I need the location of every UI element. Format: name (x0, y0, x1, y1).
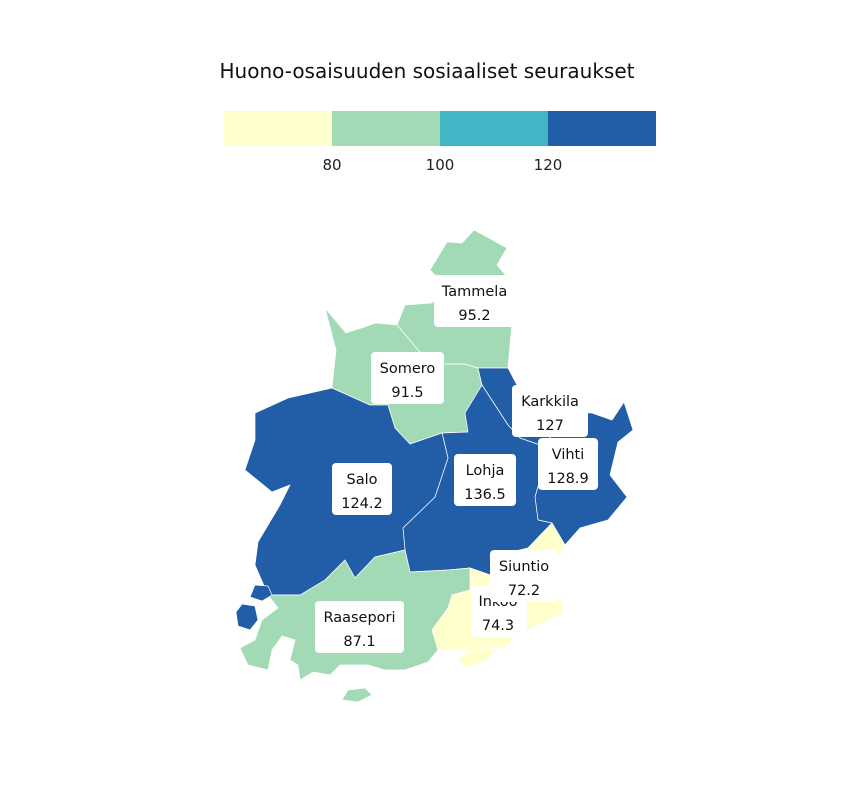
label-somero: Somero 91.5 (371, 352, 444, 404)
label-salo-value: 124.2 (341, 496, 383, 512)
legend-bin-0 (224, 111, 332, 146)
legend: 80 100 120 (224, 111, 656, 174)
label-tammela-name: Tammela (441, 284, 507, 300)
label-vihti: Vihti 128.9 (538, 438, 598, 490)
map-title: Huono-osaisuuden sosiaaliset seuraukset (220, 59, 635, 83)
label-somero-name: Somero (380, 361, 436, 377)
label-lohja: Lohja 136.5 (454, 454, 516, 506)
region-salo-islet-2 (235, 603, 259, 631)
label-somero-value: 91.5 (391, 385, 423, 401)
label-inkoo-value: 74.3 (482, 618, 514, 634)
legend-break-80: 80 (322, 156, 341, 174)
label-raasepori-name: Raasepori (323, 610, 395, 626)
label-siuntio: Siuntio 72.2 (490, 550, 558, 602)
label-tammela: Tammela 95.2 (434, 275, 515, 327)
region-salo-islet-1 (249, 584, 273, 602)
label-siuntio-value: 72.2 (508, 583, 540, 599)
legend-break-120: 120 (534, 156, 563, 174)
label-lohja-name: Lohja (466, 463, 505, 479)
label-siuntio-name: Siuntio (499, 559, 549, 575)
region-labels: Tammela 95.2 Somero 91.5 Karkkila 127 Vi… (315, 275, 598, 653)
label-raasepori: Raasepori 87.1 (315, 601, 404, 653)
legend-break-100: 100 (426, 156, 455, 174)
legend-bin-1 (332, 111, 440, 146)
label-vihti-name: Vihti (552, 447, 585, 463)
label-vihti-value: 128.9 (547, 471, 589, 487)
label-salo: Salo 124.2 (332, 463, 392, 515)
label-raasepori-value: 87.1 (343, 634, 375, 650)
label-salo-name: Salo (347, 472, 378, 488)
legend-bin-3 (548, 111, 656, 146)
label-karkkila-value: 127 (536, 418, 564, 434)
legend-bin-2 (440, 111, 548, 146)
label-karkkila-name: Karkkila (521, 394, 579, 410)
label-lohja-value: 136.5 (464, 487, 506, 503)
label-tammela-value: 95.2 (458, 308, 490, 324)
label-karkkila: Karkkila 127 (512, 385, 588, 437)
